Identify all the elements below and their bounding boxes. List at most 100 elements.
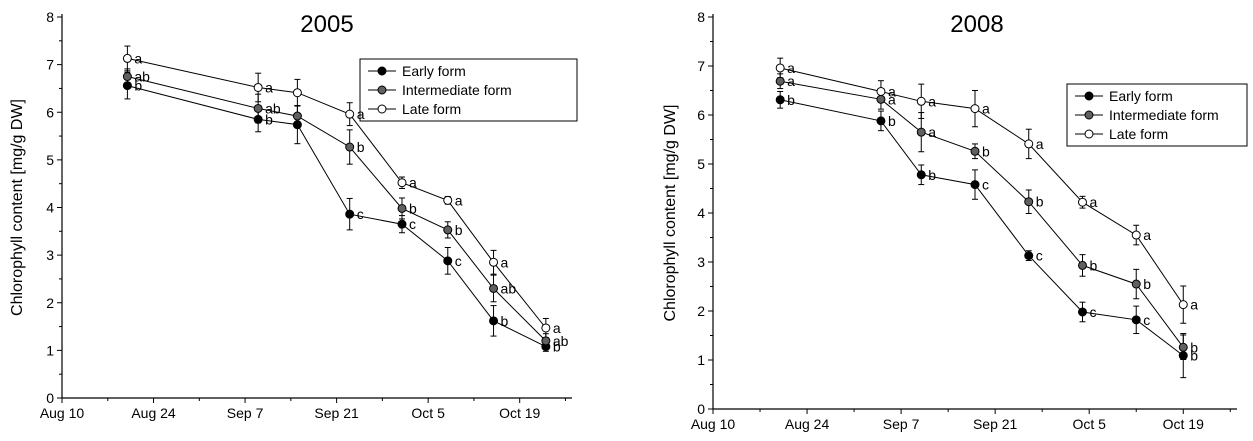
significance-label: b bbox=[501, 313, 509, 329]
data-point bbox=[292, 111, 302, 121]
data-point bbox=[1077, 197, 1087, 207]
significance-label: a bbox=[1143, 227, 1151, 243]
y-tick-label: 6 bbox=[697, 107, 705, 123]
data-point bbox=[541, 323, 551, 333]
significance-label: a bbox=[888, 83, 896, 99]
data-point bbox=[775, 63, 785, 73]
data-point bbox=[916, 96, 926, 106]
y-tick-label: 7 bbox=[697, 58, 705, 74]
series-line-1 bbox=[780, 80, 1184, 348]
significance-label: a bbox=[1190, 297, 1198, 313]
legend-marker bbox=[377, 66, 387, 76]
legend-marker bbox=[1084, 110, 1094, 120]
significance-label: b bbox=[1190, 348, 1198, 364]
significance-label: a bbox=[1089, 194, 1097, 210]
x-tick-label: Aug 24 bbox=[785, 416, 830, 432]
significance-label: a bbox=[787, 73, 795, 89]
data-point bbox=[1024, 251, 1034, 261]
data-point bbox=[122, 81, 132, 91]
y-tick-label: 3 bbox=[46, 247, 54, 263]
data-point bbox=[876, 116, 886, 126]
significance-label: b bbox=[455, 222, 463, 238]
series-line-1 bbox=[127, 76, 547, 342]
x-tick-label: Oct 19 bbox=[1163, 416, 1204, 432]
legend-marker bbox=[377, 85, 387, 95]
data-point bbox=[1024, 139, 1034, 149]
data-point bbox=[876, 94, 886, 104]
x-tick-label: Sep 21 bbox=[973, 416, 1018, 432]
x-tick-label: Sep 7 bbox=[227, 405, 264, 421]
data-point bbox=[916, 127, 926, 137]
significance-label: b bbox=[553, 339, 561, 355]
data-point bbox=[1131, 279, 1141, 289]
y-tick-label: 8 bbox=[697, 9, 705, 25]
data-point bbox=[970, 104, 980, 114]
legend: Early form Intermediate form Late form bbox=[359, 58, 578, 122]
chart-2008: 2008 Chlorophyll content [mg/g DW] Early… bbox=[662, 9, 1248, 432]
legend-box bbox=[359, 58, 578, 122]
significance-label: b bbox=[1089, 257, 1097, 273]
data-point bbox=[1178, 351, 1188, 361]
data-point bbox=[443, 256, 453, 266]
significance-label: b bbox=[409, 200, 417, 216]
significance-label: a bbox=[134, 50, 142, 66]
legend-label-late: Late form bbox=[402, 101, 461, 117]
data-point bbox=[397, 178, 407, 188]
significance-label: a bbox=[553, 320, 561, 336]
chart-2005: 2005 Chlorophyll content [mg/g DW] Early… bbox=[9, 9, 578, 421]
data-point bbox=[876, 86, 886, 96]
significance-label: ab bbox=[553, 333, 569, 349]
significance-label: a bbox=[1036, 136, 1044, 152]
significance-label: b bbox=[1036, 194, 1044, 210]
data-point bbox=[775, 76, 785, 86]
y-tick-label: 8 bbox=[46, 9, 54, 25]
data-point bbox=[443, 225, 453, 235]
significance-label: c bbox=[1036, 248, 1043, 264]
significance-label: b bbox=[888, 113, 896, 129]
significance-label: a bbox=[357, 106, 365, 122]
significance-label: c bbox=[455, 253, 462, 269]
data-point bbox=[397, 203, 407, 213]
y-tick-label: 0 bbox=[46, 390, 54, 406]
data-point bbox=[970, 146, 980, 156]
y-tick-label: 5 bbox=[697, 156, 705, 172]
legend-marker bbox=[1084, 129, 1094, 139]
data-point bbox=[122, 72, 132, 82]
legend-label-early: Early form bbox=[1109, 88, 1173, 104]
data-point bbox=[1131, 315, 1141, 325]
legend-label-intermediate: Intermediate form bbox=[1109, 107, 1219, 123]
data-point bbox=[1077, 307, 1087, 317]
y-tick-label: 0 bbox=[697, 401, 705, 417]
significance-label: a bbox=[888, 91, 896, 107]
significance-label: a bbox=[982, 101, 990, 117]
data-point bbox=[916, 170, 926, 180]
data-point bbox=[253, 103, 263, 113]
series-line-0 bbox=[780, 99, 1184, 356]
y-tick-label: 2 bbox=[46, 295, 54, 311]
data-point bbox=[1077, 260, 1087, 270]
significance-label: b bbox=[1143, 276, 1151, 292]
significance-label: c bbox=[409, 216, 416, 232]
y-tick-label: 1 bbox=[46, 342, 54, 358]
y-axis-label: Chlorophyll content [mg/g DW] bbox=[9, 99, 26, 316]
data-point bbox=[541, 336, 551, 346]
significance-label: ab bbox=[501, 280, 517, 296]
y-tick-label: 7 bbox=[46, 57, 54, 73]
data-point bbox=[292, 120, 302, 130]
legend-marker bbox=[377, 104, 387, 114]
significance-label: b bbox=[1190, 339, 1198, 355]
data-point bbox=[397, 219, 407, 229]
significance-label: c bbox=[1143, 312, 1150, 328]
data-point bbox=[970, 180, 980, 190]
data-point bbox=[775, 95, 785, 105]
significance-label: b bbox=[928, 167, 936, 183]
data-point bbox=[489, 283, 499, 293]
legend-label-early: Early form bbox=[402, 63, 466, 79]
data-point bbox=[1178, 300, 1188, 310]
x-tick-label: Sep 21 bbox=[314, 405, 359, 421]
data-point bbox=[122, 53, 132, 63]
y-tick-label: 5 bbox=[46, 152, 54, 168]
y-tick-label: 6 bbox=[46, 104, 54, 120]
significance-label: ab bbox=[265, 100, 281, 116]
significance-label: a bbox=[928, 93, 936, 109]
